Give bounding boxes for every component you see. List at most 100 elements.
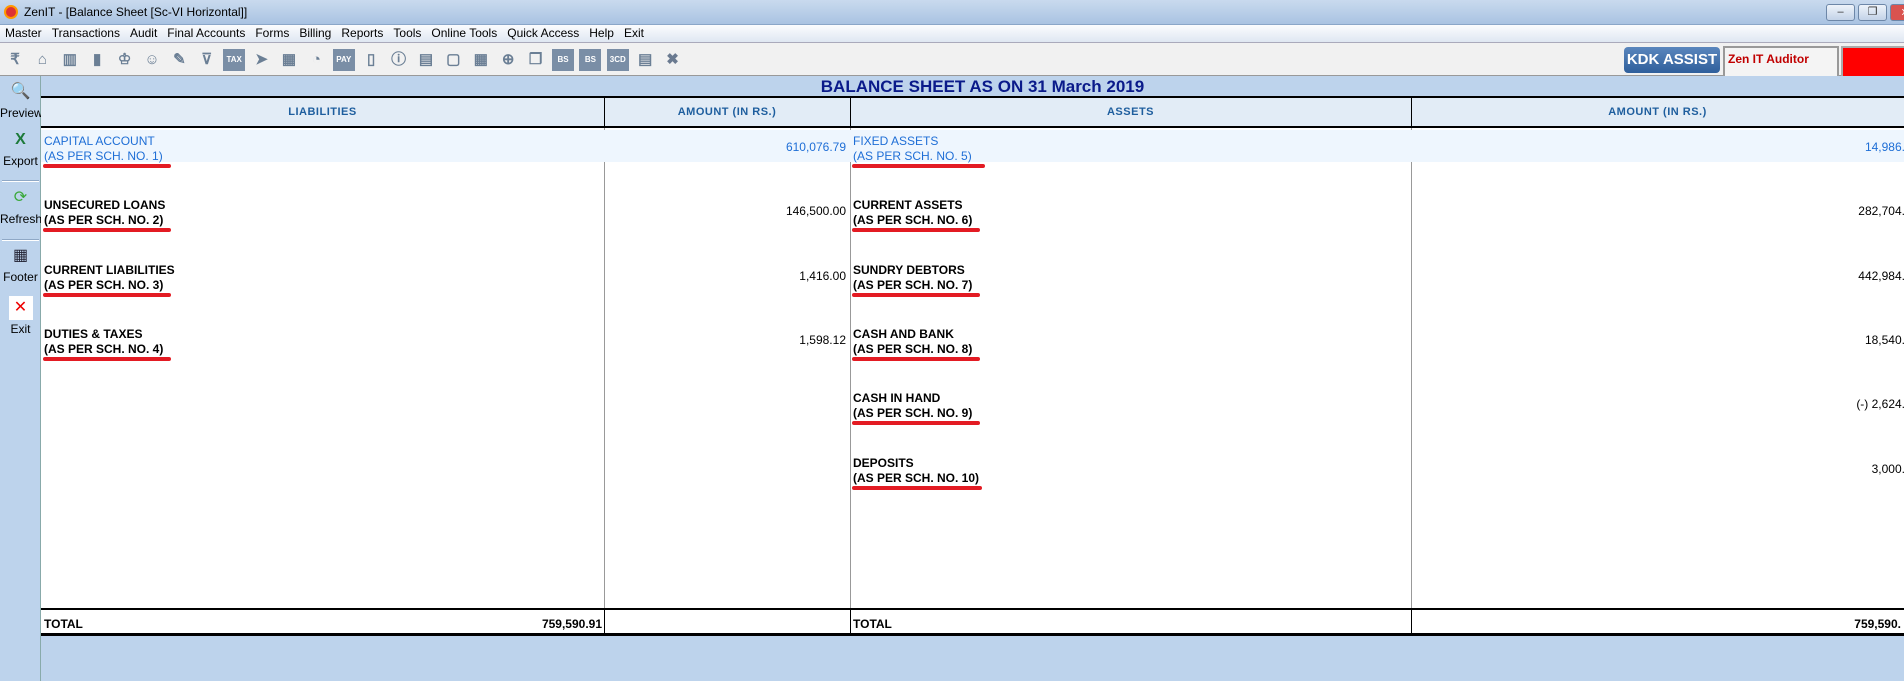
refresh-button[interactable]: ⟳ Refresh [0,186,42,226]
close-circle-icon[interactable]: ✖ [666,51,679,68]
tax-icon[interactable]: TAX [223,49,246,71]
account-name: CAPITAL ACCOUNT [44,134,155,148]
pin-icon[interactable]: ✎ [173,51,186,68]
menu-online-tools[interactable]: Online Tools [431,26,498,40]
liabilities-amount: 146,500.00 [785,204,846,219]
red-underline [852,228,980,233]
schedule-ref: (AS PER SCH. NO. 10) [853,470,980,485]
calculator-icon[interactable]: ▦ [281,51,297,68]
total-row: TOTAL 759,590.91 TOTAL 759,590. [41,608,1904,636]
schedule-ref: (AS PER SCH. NO. 1) [44,149,163,163]
minimize-button[interactable]: – [1826,4,1855,21]
folder-add-icon[interactable]: ⊕ [501,51,515,68]
home-icon[interactable]: ⌂ [37,51,47,68]
assets-row[interactable]: CURRENT ASSETS (AS PER SCH. NO. 6) 282,704… [850,194,1904,233]
amount-header-right: AMOUNT (IN RS.) [1411,98,1904,128]
window-title: ZenIT - [Balance Sheet [Sc-VI Horizontal… [24,5,248,19]
balance-sheet-table: LIABILITIES AMOUNT (IN RS.) ASSETS AMOUN… [41,96,1904,636]
menu-exit[interactable]: Exit [623,26,644,40]
red-underline [43,292,171,297]
report-icon[interactable]: ▤ [418,51,434,68]
divider [604,128,605,608]
schedule-ref: (AS PER SCH. NO. 4) [44,341,164,356]
3cd-icon[interactable]: 3CD [606,49,629,71]
assets-row[interactable]: SUNDRY DEBTORS (AS PER SCH. NO. 7) 442,984… [850,259,1904,297]
schedule-ref: (AS PER SCH. NO. 9) [853,406,973,421]
assets-row[interactable]: CASH IN HAND (AS PER SCH. NO. 9) (-) 2,624… [850,387,1904,426]
liabilities-row[interactable]: CAPITAL ACCOUNT (AS PER SCH. NO. 1) 610,07… [41,130,850,168]
red-underline [43,164,171,168]
info-icon[interactable]: ⓘ [391,51,407,68]
close-button[interactable]: x [1890,4,1904,21]
tablet-icon[interactable]: ▯ [367,51,376,68]
building-icon[interactable]: ▥ [62,51,77,68]
menu-help[interactable]: Help [589,26,614,40]
divider [604,610,605,635]
arrow-circle-icon[interactable]: ➤ [255,51,268,68]
e-pay-icon[interactable]: PAY [332,49,355,71]
preview-label: Preview [0,106,43,120]
red-underline [852,292,980,297]
liabilities-label: CAPITAL ACCOUNT (AS PER SCH. NO. 1) [44,134,163,164]
bs-icon[interactable]: BS [552,49,574,71]
liabilities-amount: 610,076.79 [785,140,846,154]
bar-chart-icon[interactable]: ▮ [93,51,102,68]
refresh-icon: ⟳ [13,189,28,206]
rupee-book-icon[interactable]: ₹ [10,51,20,68]
menu-tools[interactable]: Tools [393,26,422,40]
menu-quick-access[interactable]: Quick Access [507,26,580,40]
users-icon[interactable]: ☺ [144,51,160,68]
gift-icon[interactable]: ♔ [117,51,132,68]
divider [850,610,851,635]
total-label-right: TOTAL [853,617,892,631]
account-name: CASH AND BANK [853,326,954,341]
footer-button[interactable]: ▦ Footer [0,244,41,284]
liabilities-label: CURRENT LIABILITIES (AS PER SCH. NO. 3) [44,263,175,293]
footer-label: Footer [3,270,38,284]
menu-forms[interactable]: Forms [255,26,290,40]
toolbar: ₹ ⌂ ▥ ▮ ♔ ☺ ✎ ⊽ TAX ➤ ▦ ◔ PAY ▯ ⓘ ▤ ▢ ▦ ⊕ ❐ BS BS 3CD ▤ ✖ [0,43,1904,76]
menu-final-accounts[interactable]: Final Accounts [167,26,246,40]
divider [850,128,851,608]
account-name: CASH IN HAND [853,391,941,406]
amount-header-left: AMOUNT (IN RS.) [604,98,850,128]
red-underline [852,356,980,361]
liabilities-amount: 1,598.12 [799,332,846,347]
pie-icon[interactable]: ◔ [311,51,321,68]
exit-button[interactable]: ✕ Exit [0,296,41,336]
liabilities-row[interactable]: DUTIES & TAXES (AS PER SCH. NO. 4) 1,598.1… [41,323,850,361]
export-button[interactable]: X Export [0,128,41,168]
menu-bar: Master Transactions Audit Final Accounts For… [0,25,1904,43]
red-underline [852,421,980,426]
calendar-icon[interactable]: ▦ [473,51,488,68]
kdk-assist-button[interactable]: KDK ASSIST [1624,47,1720,73]
title-bar: ZenIT - [Balance Sheet [Sc-VI Horizontal… [0,0,1904,25]
copy-icon[interactable]: ❐ [528,51,543,68]
assets-label: DEPOSITS (AS PER SCH. NO. 10) [853,456,979,486]
filter-icon[interactable]: ⊽ [201,51,213,68]
menu-billing[interactable]: Billing [299,26,332,40]
red-underline [852,164,985,168]
menu-transactions[interactable]: Transactions [51,26,120,40]
divider [1411,98,1412,128]
menu-audit[interactable]: Audit [129,26,158,40]
restore-button[interactable]: ❐ [1858,4,1887,21]
user-doc-icon[interactable]: ▢ [446,51,461,68]
bs-sch-icon[interactable]: BS [579,49,602,71]
menu-reports[interactable]: Reports [341,26,384,40]
schedule-ref: (AS PER SCH. NO. 6) [853,213,973,228]
schedule-ref: (AS PER SCH. NO. 7) [853,277,973,292]
total-amount-left: 759,590.91 [541,617,602,631]
form-icon[interactable]: ▤ [638,51,653,68]
assets-row[interactable]: FIXED ASSETS (AS PER SCH. NO. 5) 14,986. [850,130,1904,168]
liabilities-row[interactable]: CURRENT LIABILITIES (AS PER SCH. NO. 3) 1,… [41,259,850,297]
assets-row[interactable]: DEPOSITS (AS PER SCH. NO. 10) 3,000. [850,452,1904,490]
assets-row[interactable]: CASH AND BANK (AS PER SCH. NO. 8) 18,540. [850,323,1904,361]
liabilities-header: LIABILITIES [41,98,604,128]
assets-label: CASH AND BANK (AS PER SCH. NO. 8) [853,327,972,357]
app-icon [4,5,18,19]
preview-button[interactable]: 🔍 Preview [0,80,43,120]
liabilities-row[interactable]: UNSECURED LOANS (AS PER SCH. NO. 2) 146,50… [41,194,850,233]
red-underline [852,485,982,490]
menu-master[interactable]: Master [5,26,42,40]
